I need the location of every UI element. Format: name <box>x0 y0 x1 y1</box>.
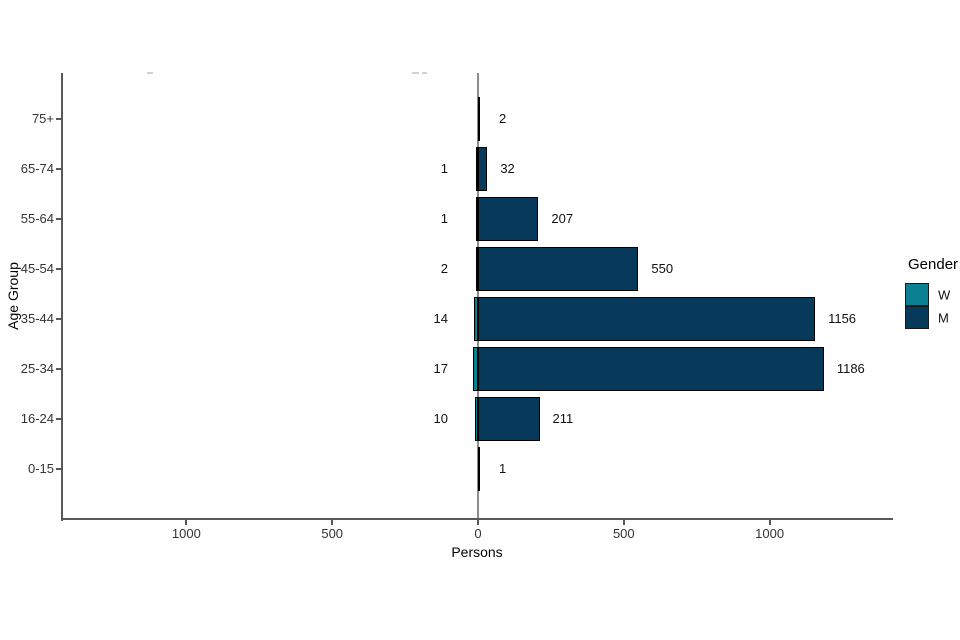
panel-top-artifact <box>422 72 427 74</box>
bar-m-65-74 <box>478 147 488 191</box>
y-axis-tick <box>56 368 62 370</box>
y-axis-title: Age Group <box>5 262 21 330</box>
bar-label-w-35-44: 14 <box>433 311 448 326</box>
bar-label-m-65-74: 32 <box>500 161 515 176</box>
bar-label-w-55-64: 1 <box>440 211 448 226</box>
y-axis-tick-label: 35-44 <box>20 311 54 326</box>
x-axis-tick <box>768 519 771 525</box>
bar-label-w-65-74: 1 <box>440 161 448 176</box>
bar-w-55-64 <box>476 197 478 241</box>
x-axis-tick-label: 1000 <box>755 526 785 541</box>
y-axis-line <box>61 73 63 521</box>
bar-m-45-54 <box>478 247 639 291</box>
legend-label-w: W <box>938 287 951 302</box>
x-axis-tick-label: 0 <box>474 526 482 541</box>
bar-label-w-45-54: 2 <box>440 261 448 276</box>
y-axis-tick <box>56 268 62 270</box>
bar-w-16-24 <box>475 397 478 441</box>
legend-key-w <box>905 283 929 306</box>
y-axis-tick-label: 45-54 <box>20 261 54 276</box>
legend-label-m: M <box>938 310 949 325</box>
bar-label-m-25-34: 1186 <box>836 361 865 376</box>
x-axis-tick <box>477 519 479 525</box>
y-axis-tick <box>56 468 62 470</box>
x-axis-tick-label: 1000 <box>171 526 201 541</box>
y-axis-tick <box>56 318 62 320</box>
bar-m-35-44 <box>478 297 816 341</box>
x-axis-tick-label: 500 <box>321 526 344 541</box>
bar-w-35-44 <box>473 297 478 341</box>
bar-w-45-54 <box>476 247 478 291</box>
y-axis-tick-label: 16-24 <box>20 411 54 426</box>
bar-label-m-0-15: 1 <box>499 461 507 476</box>
bar-label-w-25-34: 17 <box>433 361 448 376</box>
x-axis-title: Persons <box>451 544 503 560</box>
legend-title: Gender <box>908 256 959 273</box>
bar-m-75+ <box>478 97 480 141</box>
bar-label-m-55-64: 207 <box>551 211 574 226</box>
y-axis-tick-label: 25-34 <box>20 361 54 376</box>
bar-m-25-34 <box>478 347 824 391</box>
y-axis-tick <box>56 418 62 420</box>
zero-reference-line <box>477 73 479 519</box>
bar-m-16-24 <box>478 397 540 441</box>
x-axis-tick <box>185 519 188 525</box>
bar-w-65-74 <box>476 147 478 191</box>
y-axis-tick-label: 55-64 <box>20 211 54 226</box>
legend-key-m <box>905 306 929 329</box>
bar-label-m-35-44: 1156 <box>828 311 857 326</box>
bar-label-m-75+: 2 <box>499 111 507 126</box>
bar-label-m-16-24: 211 <box>552 411 574 426</box>
x-axis-tick-label: 500 <box>612 526 635 541</box>
y-axis-tick-label: 65-74 <box>20 161 54 176</box>
bar-m-55-64 <box>478 197 539 241</box>
panel-top-artifact <box>147 72 153 74</box>
y-axis-tick-label: 75+ <box>31 111 54 126</box>
bar-m-0-15 <box>478 447 480 491</box>
bar-label-m-45-54: 550 <box>651 261 674 276</box>
x-axis-tick <box>622 519 625 525</box>
y-axis-tick <box>56 218 62 220</box>
x-axis-tick <box>331 519 334 525</box>
y-axis-tick-label: 0-15 <box>27 461 54 476</box>
panel-top-artifact <box>412 72 419 74</box>
bar-w-25-34 <box>473 347 478 391</box>
bar-label-w-16-24: 10 <box>433 411 448 426</box>
y-axis-tick <box>56 168 62 170</box>
y-axis-tick <box>56 118 62 120</box>
